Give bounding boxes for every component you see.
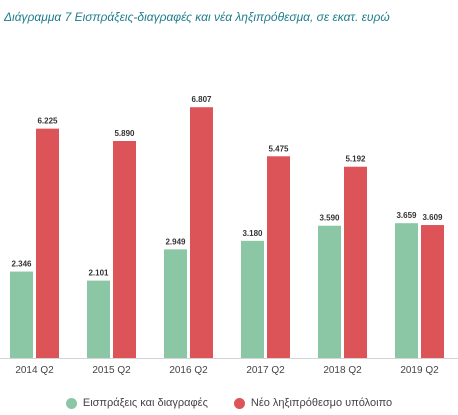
legend: Εισπράξεις και διαγραφές Νέο ληξιπρόθεσμ… — [0, 394, 458, 412]
data-label-collections-5: 3.659 — [396, 211, 417, 220]
data-label-collections-4: 3.590 — [319, 214, 340, 223]
x-tick-label-4: 2018 Q2 — [323, 365, 362, 376]
data-label-new-arrears-0: 6.225 — [37, 117, 58, 126]
bar-new-arrears-5 — [421, 225, 444, 358]
bar-new-arrears-4 — [344, 166, 367, 358]
data-label-collections-2: 2.949 — [165, 237, 186, 246]
x-tick-label-2: 2016 Q2 — [169, 365, 208, 376]
bar-new-arrears-0 — [36, 128, 59, 358]
x-tick-label-5: 2019 Q2 — [400, 365, 439, 376]
data-label-new-arrears-4: 5.192 — [345, 155, 366, 164]
data-label-collections-3: 3.180 — [242, 229, 263, 238]
legend-label-collections: Εισπράξεις και διαγραφές — [82, 397, 208, 409]
bar-new-arrears-2 — [190, 107, 213, 358]
x-tick-label-0: 2014 Q2 — [15, 365, 54, 376]
legend-item-new-arrears: Νέο ληξιπρόθεσμο υπόλοιπο — [233, 397, 393, 409]
data-label-new-arrears-1: 5.890 — [114, 129, 135, 138]
data-label-new-arrears-5: 3.609 — [422, 213, 443, 222]
chart-title: Διάγραμμα 7 Εισπράξεις-διαγραφές και νέα… — [4, 10, 390, 24]
data-label-collections-1: 2.101 — [88, 269, 109, 278]
bar-new-arrears-1 — [113, 141, 136, 358]
bar-collections-1 — [87, 280, 110, 358]
bar-collections-2 — [164, 249, 187, 358]
legend-item-collections: Εισπράξεις και διαγραφές — [65, 397, 208, 409]
data-label-new-arrears-3: 5.475 — [268, 144, 289, 153]
data-label-new-arrears-2: 6.807 — [191, 95, 212, 104]
bar-new-arrears-3 — [267, 156, 290, 358]
bar-collections-3 — [241, 240, 264, 358]
legend-swatch-collections — [65, 397, 77, 409]
bar-collections-5 — [395, 223, 418, 358]
x-tick-label-1: 2015 Q2 — [92, 365, 131, 376]
data-label-collections-0: 2.346 — [11, 260, 32, 269]
legend-label-new-arrears: Νέο ληξιπρόθεσμο υπόλοιπο — [250, 397, 393, 409]
legend-swatch-new-arrears — [233, 397, 245, 409]
bar-collections-4 — [318, 225, 341, 358]
bar-collections-0 — [10, 271, 33, 358]
x-tick-label-3: 2017 Q2 — [246, 365, 285, 376]
